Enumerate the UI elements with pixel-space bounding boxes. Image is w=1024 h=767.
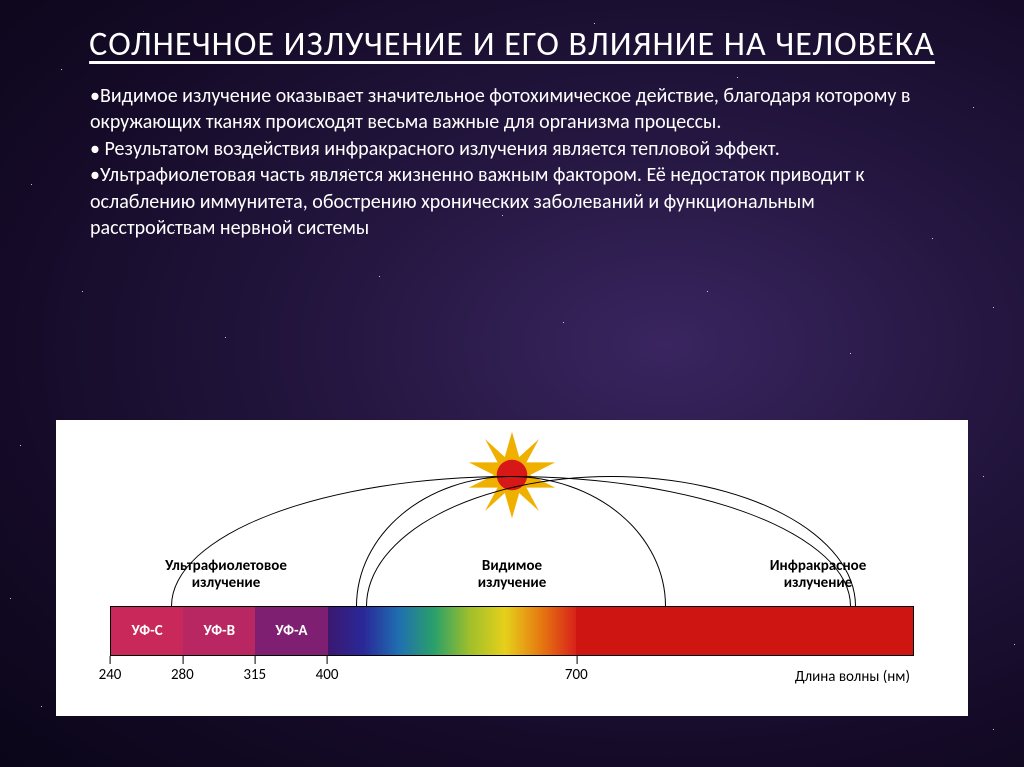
seg-uvc: УФ-С [111, 607, 183, 655]
seg-uva: УФ-А [255, 607, 327, 655]
label-visible: Видимоеизлучение [412, 558, 612, 593]
seg-label: УФ-А [275, 622, 307, 640]
seg-label: УФ-С [132, 622, 163, 640]
label-uv: Ультрафиолетовоеизлучение [126, 558, 326, 593]
tick: 400 [316, 666, 339, 684]
spectrum-bar: УФ-С УФ-В УФ-А [110, 606, 914, 656]
tick: 240 [99, 666, 122, 684]
axis-label: Длина волны (нм) [795, 668, 910, 686]
seg-label: УФ-В [203, 622, 235, 640]
seg-visible [328, 607, 577, 655]
seg-uvb: УФ-В [183, 607, 255, 655]
tick: 700 [565, 666, 588, 684]
tick: 315 [243, 666, 266, 684]
seg-ir [576, 607, 913, 655]
axis-ticks: 240 280 315 400 700 [110, 666, 914, 694]
label-ir: Инфракрасноеизлучение [718, 558, 918, 593]
spectrum-diagram: Ультрафиолетовоеизлучение Видимоеизлучен… [56, 420, 968, 716]
tick: 280 [171, 666, 194, 684]
